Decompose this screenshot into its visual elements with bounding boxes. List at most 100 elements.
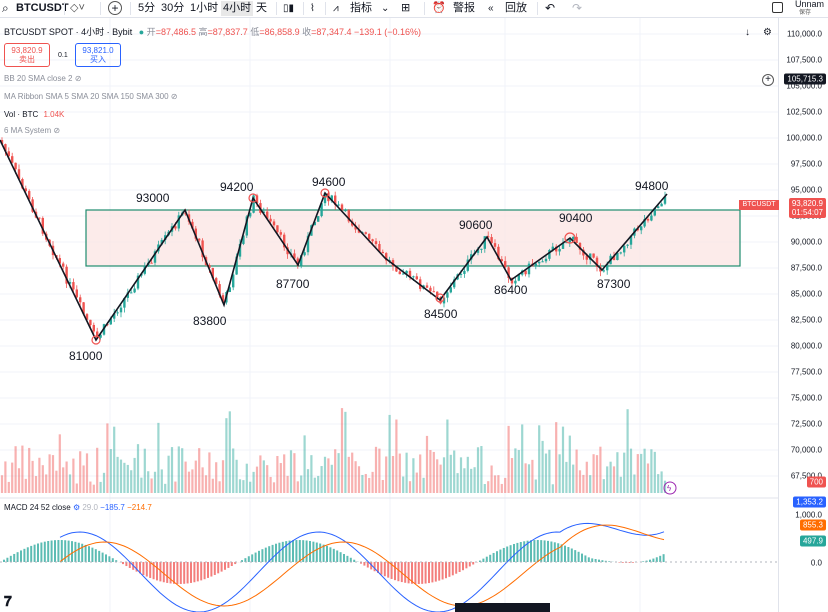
spread-value: 0.1 bbox=[58, 52, 68, 59]
alarm-clock-icon[interactable]: ⏰ bbox=[432, 2, 446, 14]
candle-body bbox=[11, 156, 14, 163]
indicators-button[interactable]: 指标 bbox=[350, 2, 372, 14]
sell-button[interactable]: 93,820.9 卖出 bbox=[4, 43, 50, 67]
eye-hidden-icon[interactable]: ⊘ bbox=[170, 92, 178, 101]
arrow-down-icon[interactable]: ↓ bbox=[745, 27, 750, 38]
time-scroll-indicator[interactable] bbox=[455, 603, 550, 612]
macd-histogram-bar bbox=[57, 540, 60, 562]
volume-bar bbox=[412, 458, 415, 493]
interval-4h[interactable]: 4小时 bbox=[221, 1, 254, 16]
bb-legend[interactable]: BB 20 SMA close 2 ⊘ bbox=[4, 74, 81, 83]
sell-price: 93,820.9 bbox=[11, 46, 43, 55]
settings-icon[interactable]: ⚙ bbox=[72, 503, 81, 512]
interval-5m[interactable]: 5分 bbox=[138, 2, 156, 14]
interval-1d[interactable]: 天 bbox=[256, 2, 267, 14]
volume-badge: 700 bbox=[806, 476, 826, 488]
interval-1h[interactable]: 1小时 bbox=[190, 2, 219, 14]
volume-bar bbox=[609, 461, 612, 493]
eye-hidden-icon[interactable]: ⊘ bbox=[53, 126, 61, 135]
undo-icon[interactable]: ↶ bbox=[545, 1, 556, 15]
volume-legend[interactable]: Vol · BTC 1.04K bbox=[4, 110, 64, 119]
interval-30m[interactable]: 30分 bbox=[161, 2, 185, 14]
macd-histogram-bar bbox=[472, 562, 475, 565]
save-button[interactable]: 保存 bbox=[799, 10, 812, 16]
volume-bar bbox=[272, 482, 276, 493]
candle-body bbox=[211, 267, 214, 279]
add-symbol-icon[interactable]: + bbox=[108, 1, 122, 15]
zigzag-drawing[interactable] bbox=[0, 139, 668, 342]
macd-histogram-bar bbox=[149, 562, 152, 578]
macd-histogram-bar bbox=[278, 542, 281, 562]
symbol-search-icon[interactable]: ⌕ bbox=[2, 1, 9, 15]
diamond-icon[interactable]: ◇˅ bbox=[70, 2, 85, 14]
candle-body bbox=[558, 248, 561, 252]
toolbar-divider bbox=[64, 2, 65, 15]
replay-icon[interactable]: « bbox=[488, 3, 494, 14]
redo-icon[interactable]: ↷ bbox=[572, 1, 583, 15]
macd-badge-2: 855.3 bbox=[799, 519, 826, 531]
templates-icon[interactable]: ⌄ bbox=[381, 3, 390, 14]
settings-gear-icon[interactable]: ⚙ bbox=[763, 27, 772, 38]
macd-legend[interactable]: MACD 24 52 close ⚙ 29.0 −185.7 −214.7 bbox=[4, 503, 152, 512]
price-chart-canvas[interactable]: 93000 94200 94600 90600 90400 94800 8100… bbox=[0, 18, 778, 612]
add-alert-plus-icon[interactable]: + bbox=[762, 74, 774, 86]
volume-bar bbox=[442, 457, 446, 493]
volume-bar bbox=[507, 425, 510, 493]
price-tick: 80,000.0 bbox=[790, 341, 822, 351]
indicators-icon[interactable]: ⩘ bbox=[333, 3, 339, 14]
macd-histogram-bar bbox=[281, 541, 284, 562]
volume-bar bbox=[51, 455, 55, 493]
candle-body bbox=[215, 278, 218, 285]
volume-bar bbox=[96, 447, 99, 493]
top-toolbar: ⌕ BTCUSDT ◇˅ + 5分 30分 1小时 4小时 天 ▯▮ ⌇ ⩘ 指… bbox=[0, 0, 828, 18]
user-name[interactable]: Unnam bbox=[795, 0, 825, 9]
price-axis[interactable]: 110,000.0 107,500.0 105,000.0 102,500.0 … bbox=[778, 18, 828, 612]
macd-histogram-bar bbox=[210, 562, 213, 577]
candle-body bbox=[208, 265, 211, 268]
volume-bar bbox=[58, 434, 61, 493]
candle-body bbox=[650, 215, 653, 221]
ma-system-legend[interactable]: 6 MA System ⊘ bbox=[4, 126, 60, 135]
macd-histogram-bar bbox=[217, 562, 220, 574]
annotation-94600: 94600 bbox=[312, 175, 346, 189]
replay-button[interactable]: 回放 bbox=[505, 2, 527, 14]
price-tick: 90,000.0 bbox=[790, 237, 822, 247]
fullscreen-icon[interactable] bbox=[772, 2, 783, 13]
toolbar-divider bbox=[303, 2, 304, 15]
macd-histogram-bar bbox=[547, 540, 549, 562]
volume-bar bbox=[303, 435, 306, 493]
volume-bar bbox=[344, 411, 347, 493]
candle-body bbox=[21, 179, 24, 189]
layout-grid-icon[interactable]: ⊞ bbox=[401, 2, 411, 14]
macd-histogram-bar bbox=[77, 542, 80, 562]
ma-ribbon-legend[interactable]: MA Ribbon SMA 5 SMA 20 SMA 150 SMA 300 ⊘ bbox=[4, 92, 177, 101]
range-rectangle[interactable] bbox=[85, 209, 741, 267]
chart-type-icon[interactable]: ▯▮ bbox=[283, 3, 295, 14]
macd-histogram-bar bbox=[190, 562, 192, 583]
symbol-button[interactable]: BTCUSDT bbox=[16, 2, 69, 14]
candle-body bbox=[643, 219, 646, 227]
lightning-icon[interactable] bbox=[663, 481, 677, 495]
compare-icon[interactable]: ⌇ bbox=[310, 3, 315, 14]
macd-histogram-bar bbox=[40, 542, 43, 562]
volume-bar bbox=[653, 451, 656, 493]
macd-histogram-bar bbox=[230, 562, 233, 567]
alert-button[interactable]: 警报 bbox=[453, 2, 475, 14]
volume-bar bbox=[419, 454, 422, 493]
macd-histogram-bar bbox=[186, 562, 189, 584]
volume-bar bbox=[68, 474, 72, 493]
macd-histogram-bar bbox=[390, 562, 393, 579]
macd-histogram-bar bbox=[465, 562, 468, 569]
macd-histogram-bar bbox=[268, 546, 271, 562]
macd-histogram-bar bbox=[309, 541, 311, 562]
candle-body bbox=[616, 252, 619, 261]
eye-hidden-icon[interactable]: ⊘ bbox=[74, 74, 82, 83]
macd-histogram-bar bbox=[489, 554, 492, 562]
volume-bar bbox=[320, 466, 323, 493]
buy-button[interactable]: 93,821.0 买入 bbox=[75, 43, 121, 67]
volume-bar bbox=[633, 474, 636, 493]
macd-histogram-bar bbox=[292, 540, 294, 562]
macd-histogram-bar bbox=[179, 562, 182, 584]
macd-panel bbox=[0, 522, 778, 612]
volume-bar bbox=[99, 481, 102, 493]
